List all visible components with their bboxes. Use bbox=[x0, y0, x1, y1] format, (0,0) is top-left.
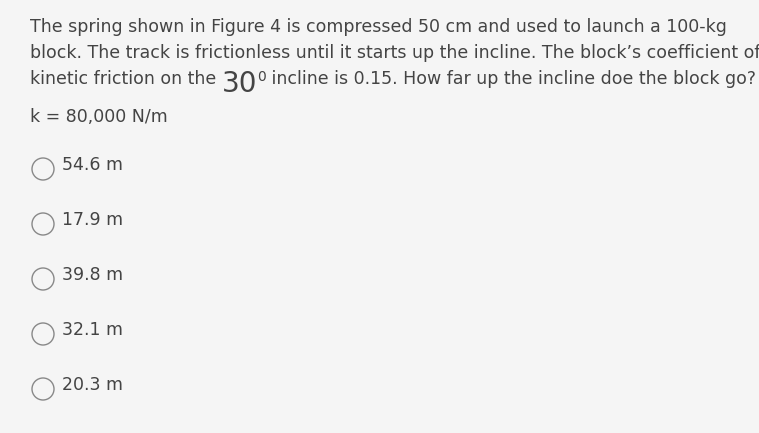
Text: 32.1 m: 32.1 m bbox=[62, 321, 123, 339]
Text: 17.9 m: 17.9 m bbox=[62, 211, 123, 229]
Text: 20.3 m: 20.3 m bbox=[62, 376, 123, 394]
Text: 39.8 m: 39.8 m bbox=[62, 266, 123, 284]
Text: The spring shown in Figure 4 is compressed 50 cm and used to launch a 100-kg: The spring shown in Figure 4 is compress… bbox=[30, 18, 727, 36]
Text: 0: 0 bbox=[257, 70, 266, 84]
Text: kinetic friction on the: kinetic friction on the bbox=[30, 70, 222, 88]
Text: 54.6 m: 54.6 m bbox=[62, 156, 123, 174]
Text: incline is 0.15. How far up the incline doe the block go?: incline is 0.15. How far up the incline … bbox=[266, 70, 756, 88]
Text: 30: 30 bbox=[222, 70, 257, 98]
Text: block. The track is frictionless until it starts up the incline. The block’s coe: block. The track is frictionless until i… bbox=[30, 44, 759, 62]
Text: k = 80,000 N/m: k = 80,000 N/m bbox=[30, 108, 168, 126]
